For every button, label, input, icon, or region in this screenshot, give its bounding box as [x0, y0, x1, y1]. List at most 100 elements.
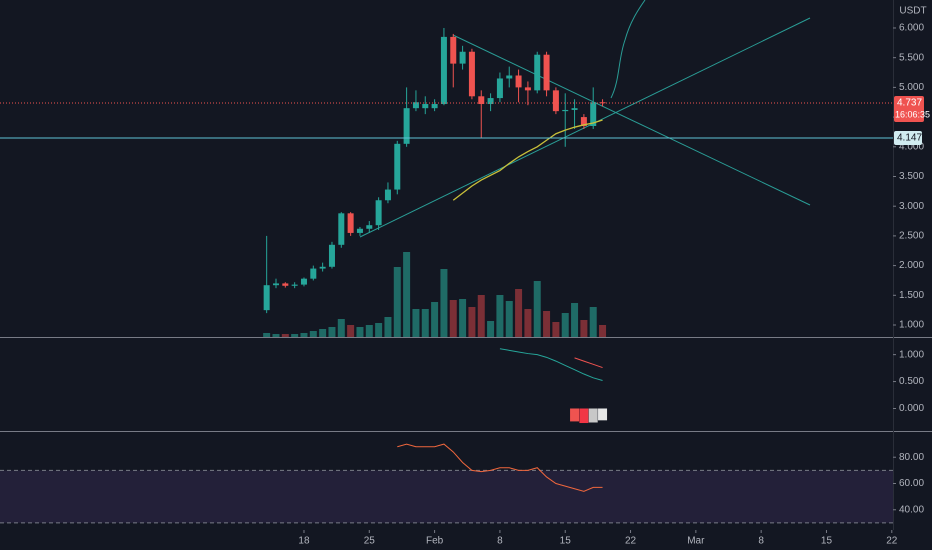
candle-body	[310, 268, 317, 279]
histogram-bar	[598, 408, 608, 421]
volume-bar	[505, 301, 513, 337]
y-tick-label: 40.00	[899, 504, 924, 515]
volume-bar	[561, 313, 569, 337]
volume-bar	[356, 327, 364, 337]
y-tick-label: 60.00	[899, 478, 924, 489]
trend-line	[359, 17, 811, 238]
candle-body	[599, 102, 606, 104]
volume-bar	[440, 269, 448, 337]
indicator-line	[499, 348, 603, 381]
candle-body	[562, 109, 569, 112]
price-label-box	[894, 131, 922, 146]
y-tick-label: 2.500	[899, 231, 924, 242]
candle-body	[394, 143, 401, 190]
volume-bar	[580, 320, 588, 337]
y-tick-label: 80.00	[899, 452, 924, 463]
candle-body	[478, 96, 485, 105]
candle-body	[496, 78, 503, 99]
volume-bar	[403, 252, 411, 337]
x-tick-label: Feb	[426, 536, 444, 547]
countdown-label: 16:06:35	[895, 109, 930, 119]
candle-body	[487, 98, 494, 105]
candle-body	[291, 284, 298, 286]
volume-bar	[533, 281, 541, 337]
x-tick-label: 8	[497, 536, 503, 547]
volume-bar	[487, 321, 495, 337]
candle-body	[468, 51, 475, 97]
volume-bar	[328, 327, 336, 337]
volume-bar	[272, 334, 280, 337]
y-tick-label: 4.000	[899, 141, 924, 152]
volume-bar	[524, 309, 532, 337]
volume-bar	[571, 303, 579, 337]
candle-body	[328, 244, 335, 267]
candle-body	[300, 278, 307, 285]
candle-body	[263, 285, 270, 311]
indicator-line	[397, 443, 603, 492]
candle-body	[440, 36, 447, 105]
histogram-bar	[579, 408, 589, 424]
candle-body	[543, 54, 550, 91]
price-label: 4.737	[897, 98, 922, 109]
trend-line	[452, 34, 811, 206]
candle-body	[431, 104, 438, 109]
candle-body	[282, 283, 289, 286]
volume-bar	[384, 317, 392, 337]
candle-body	[347, 213, 354, 233]
volume-bar	[477, 295, 485, 337]
moving-average	[452, 119, 603, 201]
candle-body	[272, 283, 279, 286]
band-line	[610, 0, 646, 99]
volume-bar	[543, 311, 551, 337]
volume-bar	[599, 325, 607, 337]
candle-body	[450, 36, 457, 64]
volume-bar	[291, 334, 299, 337]
volume-bar	[263, 333, 271, 337]
candle-body	[580, 117, 587, 126]
candle-body	[422, 104, 429, 109]
volume-bar	[300, 333, 308, 337]
x-tick-label: 25	[364, 536, 376, 547]
x-tick-label: 8	[758, 536, 764, 547]
candle-body	[356, 228, 363, 233]
volume-bar	[421, 309, 429, 337]
y-tick-label: 3.500	[899, 171, 924, 182]
volume-bar	[515, 289, 523, 337]
candle-body	[552, 90, 559, 112]
volume-bar	[393, 267, 401, 337]
volume-bar	[337, 319, 345, 337]
histogram-bar	[588, 408, 598, 423]
x-tick-label: 18	[298, 536, 310, 547]
volume-bar	[468, 307, 476, 337]
band	[0, 470, 893, 523]
y-tick-label: 0.500	[899, 376, 924, 387]
x-tick-label: 15	[560, 536, 572, 547]
volume-bar	[589, 307, 597, 337]
y-tick-label: 5.000	[899, 82, 924, 93]
volume-bar	[431, 302, 439, 337]
volume-bar	[449, 300, 457, 337]
candle-body	[506, 75, 513, 79]
y-tick-label: 3.000	[899, 201, 924, 212]
y-tick-label: 5.500	[899, 52, 924, 63]
candle-body	[590, 102, 597, 126]
y-tick-label: 2.000	[899, 260, 924, 271]
volume-bar	[319, 329, 327, 337]
candle-body	[515, 75, 522, 88]
candle-body	[319, 266, 326, 269]
candle-body	[338, 213, 345, 245]
price-label: 4.147	[897, 133, 922, 144]
unit-label: USDT	[899, 6, 926, 17]
candle-body	[524, 87, 531, 91]
volume-bar	[412, 309, 420, 337]
y-tick-label: 1.500	[899, 290, 924, 301]
candle-body	[403, 108, 410, 144]
histogram-bar	[570, 408, 580, 422]
x-tick-label: Mar	[687, 536, 705, 547]
volume-bar	[365, 325, 373, 337]
candle-body	[375, 200, 382, 226]
y-tick-label: 1.000	[899, 349, 924, 360]
volume-bar	[347, 325, 355, 337]
